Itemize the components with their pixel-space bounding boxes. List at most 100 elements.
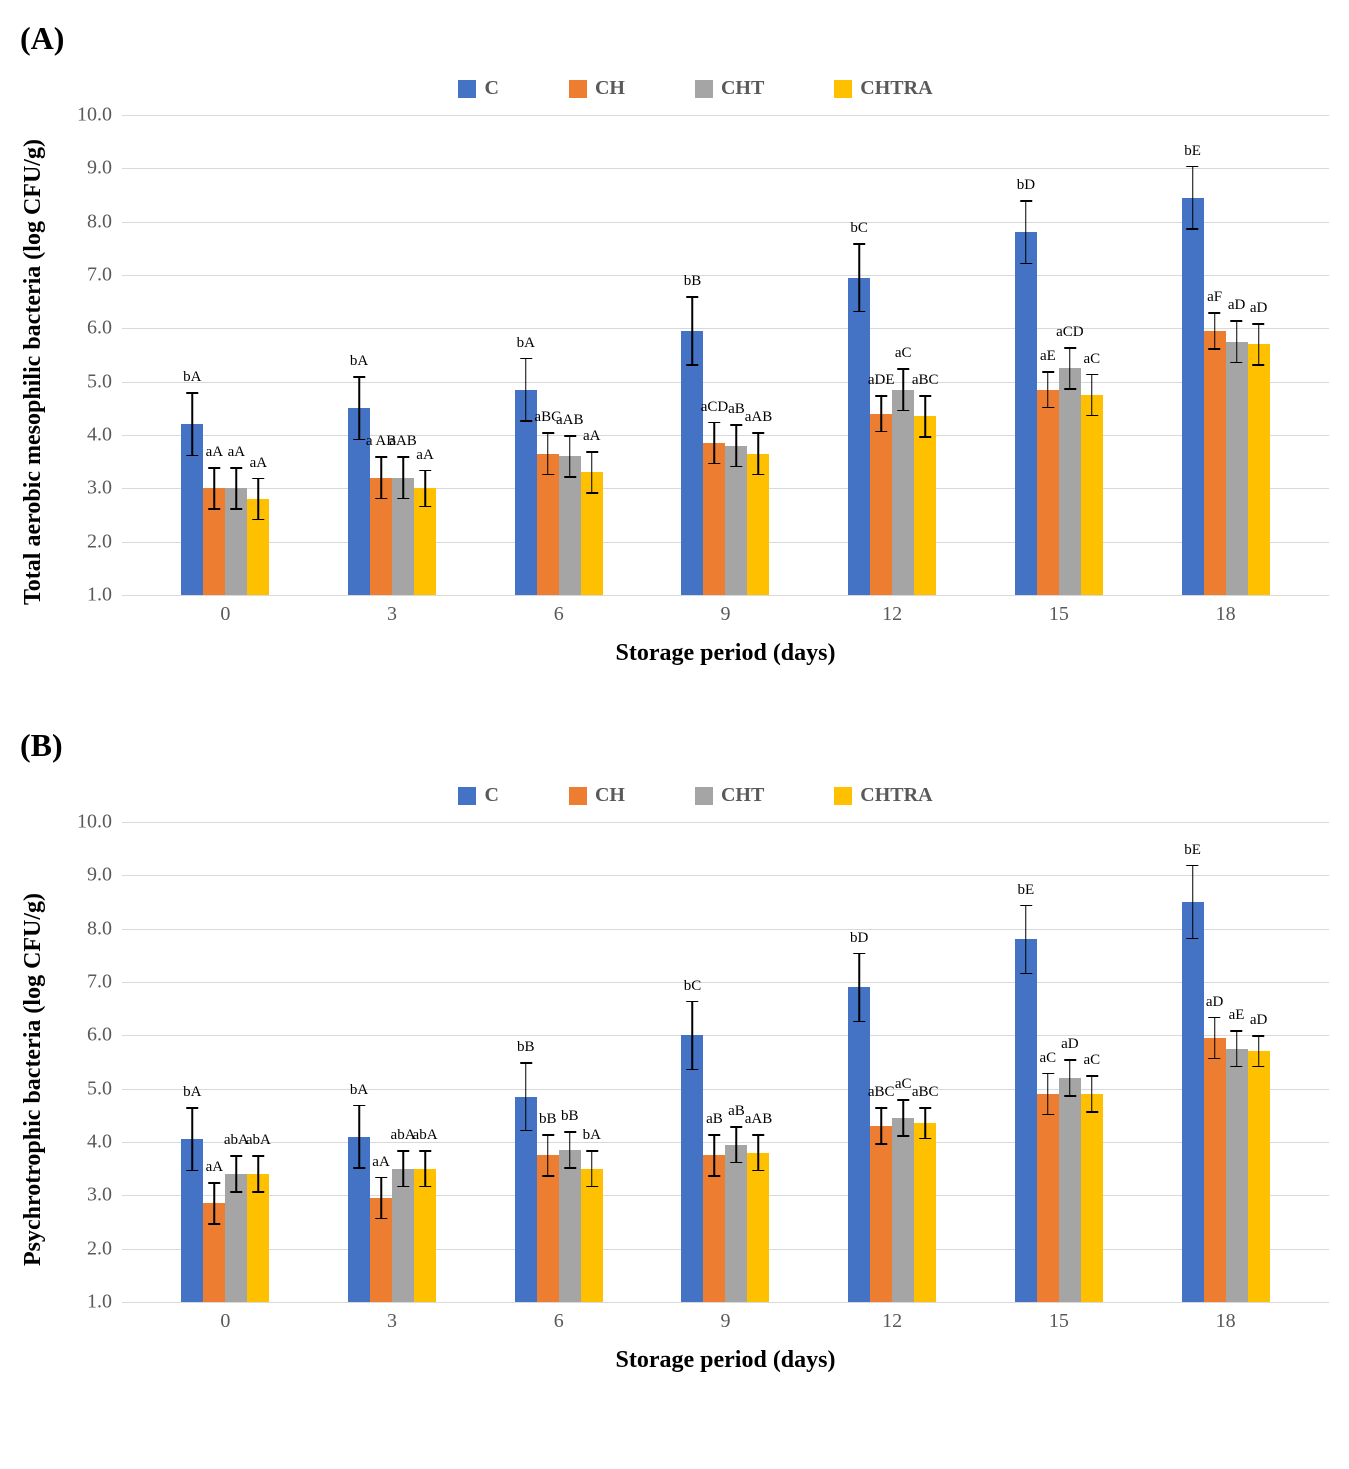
error-bar (402, 456, 404, 499)
significance-label: aD (1228, 297, 1246, 314)
x-tick-label: 6 (554, 603, 564, 626)
bar-column: bE (1182, 822, 1204, 1302)
error-bar (525, 1062, 527, 1131)
bar-column: aAB (747, 822, 769, 1302)
significance-label: bA (183, 369, 201, 386)
x-tick-label: 0 (220, 603, 230, 626)
x-tick-label: 6 (554, 1310, 564, 1333)
bar-rect (1204, 1038, 1226, 1302)
bar-rect (681, 331, 703, 595)
error-bar (424, 470, 426, 507)
error-bar (591, 451, 593, 494)
y-tick-label: 2.0 (67, 1237, 112, 1260)
bar-group: bEaCaDaC15 (1015, 822, 1103, 1302)
bar-rect (681, 1035, 703, 1302)
bar-column: aA (203, 822, 225, 1302)
y-axis-label: Total aerobic mesophilic bacteria (log C… (20, 132, 47, 612)
bar-rect (1059, 1078, 1081, 1302)
error-bar (902, 368, 904, 411)
bar-group: bBaCDaBaAB9 (681, 115, 769, 595)
significance-label: bB (561, 1108, 579, 1125)
error-bar (758, 1134, 760, 1171)
error-bar (402, 1150, 404, 1187)
significance-label: aB (706, 1111, 723, 1128)
x-tick-label: 3 (387, 1310, 397, 1333)
error-bar (591, 1150, 593, 1187)
error-bar (236, 1155, 238, 1192)
error-bar (192, 1107, 194, 1171)
bar-rect (848, 987, 870, 1302)
bar-group: bAa ABaABaA3 (348, 115, 436, 595)
significance-label: aCD (701, 399, 729, 416)
bar-rect (414, 1169, 436, 1302)
bar-column: aD (1204, 822, 1226, 1302)
significance-label: aB (728, 401, 745, 418)
error-bar (1192, 865, 1194, 940)
bar-column: aC (892, 115, 914, 595)
bar-rect (1226, 342, 1248, 595)
legend-swatch (695, 80, 713, 98)
bar-rect (848, 278, 870, 595)
bar-rect (1037, 390, 1059, 595)
significance-label: bC (684, 978, 702, 995)
error-bar (1069, 347, 1071, 390)
bar-column: bB (515, 822, 537, 1302)
panel: (B)Psychrotrophic bacteria (log CFU/g)CC… (20, 727, 1329, 1374)
error-bar (380, 456, 382, 499)
significance-label: aC (1084, 351, 1101, 368)
x-tick-label: 18 (1216, 603, 1236, 626)
y-tick-label: 8.0 (67, 917, 112, 940)
bar-rect (1182, 198, 1204, 595)
error-bar (736, 424, 738, 467)
bar-rect (1248, 344, 1270, 595)
y-tick-label: 10.0 (67, 104, 112, 127)
x-axis-label: Storage period (days) (122, 640, 1329, 667)
legend-label: C (484, 784, 498, 807)
significance-label: aC (895, 1076, 912, 1093)
error-bar (525, 358, 527, 422)
error-bar (1025, 905, 1027, 974)
bar-rect (703, 443, 725, 595)
error-bar (192, 392, 194, 456)
error-bar (547, 1134, 549, 1177)
bar-column: bB (681, 115, 703, 595)
bar-group: bCaDEaCaBC12 (848, 115, 936, 595)
bar-group: bEaFaDaD18 (1182, 115, 1270, 595)
chart-legend: CCHCHTCHTRA (62, 784, 1329, 807)
significance-label: bA (350, 353, 368, 370)
chart-plot: 1.02.03.04.05.06.07.08.09.010.0bAaAabAab… (122, 822, 1329, 1302)
x-tick-label: 15 (1049, 1310, 1069, 1333)
legend-label: CH (595, 784, 625, 807)
significance-label: aE (1040, 348, 1056, 365)
y-tick-label: 9.0 (67, 157, 112, 180)
bar-column: abA (414, 822, 436, 1302)
y-tick-label: 6.0 (67, 1024, 112, 1047)
significance-label: bE (1184, 842, 1201, 859)
bar-group: bBbBbBbA6 (515, 822, 603, 1302)
bar-rect (892, 1118, 914, 1302)
bar-rect (747, 1153, 769, 1302)
legend-label: CHT (721, 77, 764, 100)
significance-label: bE (1018, 882, 1035, 899)
significance-label: bD (1017, 177, 1035, 194)
bar-column: aB (725, 115, 747, 595)
legend-swatch (834, 80, 852, 98)
bar-column: aAB (559, 115, 581, 595)
y-tick-label: 9.0 (67, 864, 112, 887)
legend-item: C (458, 77, 498, 100)
bar-column: bC (681, 822, 703, 1302)
error-bar (924, 395, 926, 438)
error-bar (1236, 1030, 1238, 1067)
significance-label: abA (413, 1127, 438, 1144)
bar-column: bC (848, 115, 870, 595)
bar-column: bD (848, 822, 870, 1302)
legend-swatch (458, 80, 476, 98)
significance-label: aA (583, 428, 601, 445)
y-axis-label: Psychrotrophic bacteria (log CFU/g) (20, 839, 47, 1319)
y-tick-label: 4.0 (67, 424, 112, 447)
bar-rect (1081, 395, 1103, 595)
error-bar (258, 1155, 260, 1192)
bar-group: bDaBCaCaBC12 (848, 822, 936, 1302)
x-tick-label: 12 (882, 1310, 902, 1333)
significance-label: aE (1229, 1007, 1245, 1024)
